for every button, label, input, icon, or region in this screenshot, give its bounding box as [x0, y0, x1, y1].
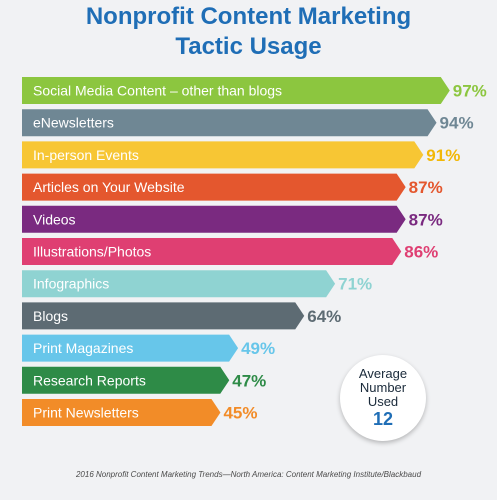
badge-value: 12: [372, 409, 394, 429]
badge-line-3: Used: [367, 394, 399, 409]
bar: [22, 270, 336, 298]
bar-row: Infographics 71%: [22, 270, 372, 298]
value-label: 91%: [426, 146, 460, 165]
value-label: 86%: [404, 243, 438, 262]
source-note: 2016 Nonprofit Content Marketing Trends—…: [75, 470, 422, 479]
bar: [22, 77, 450, 104]
category-label: Infographics: [33, 276, 109, 292]
category-label: Videos: [33, 211, 76, 227]
category-label: Blogs: [33, 308, 68, 324]
category-label: eNewsletters: [33, 115, 114, 131]
category-label: Articles on Your Website: [33, 179, 185, 195]
bar-row: eNewsletters 94%: [22, 109, 474, 137]
bar: [22, 173, 406, 201]
bar-row: Blogs 64%: [22, 302, 341, 330]
chart-title-line-2: Tactic Usage: [175, 33, 322, 60]
category-label: Social Media Content – other than blogs: [33, 83, 282, 99]
chart-title-line-1: Nonprofit Content Marketing: [85, 3, 412, 30]
bar-row: Articles on Your Website 87%: [22, 173, 443, 201]
value-label: 64%: [307, 307, 341, 326]
category-label: Research Reports: [33, 372, 146, 388]
category-label: Print Magazines: [33, 340, 133, 356]
bar-chart: Social Media Content – other than blogs 9…: [22, 77, 487, 426]
bar: [22, 399, 221, 426]
value-label: 71%: [338, 275, 372, 294]
badge-line-1: Average: [358, 366, 408, 381]
bar: [22, 109, 437, 137]
category-label: Illustrations/Photos: [33, 244, 151, 260]
value-label: 87%: [409, 210, 443, 229]
bar-row: Print Newsletters 45%: [22, 399, 257, 426]
average-badge: Average Number Used 12: [340, 355, 426, 441]
value-label: 49%: [241, 339, 275, 358]
bar: [22, 205, 406, 233]
badge-line-2: Number: [359, 380, 407, 395]
value-label: 87%: [409, 178, 443, 197]
bar-row: Research Reports 47%: [22, 366, 266, 394]
chart-title: Nonprofit Content Marketing Tactic Usage: [0, 2, 497, 62]
bar-row: Print Magazines 49%: [22, 334, 275, 362]
category-label: In-person Events: [33, 147, 139, 163]
bar-row: Social Media Content – other than blogs 9…: [22, 77, 487, 104]
bar-row: Illustrations/Photos 86%: [22, 238, 438, 265]
value-label: 94%: [440, 114, 474, 133]
bar: [22, 302, 305, 330]
value-label: 45%: [223, 404, 257, 423]
bar-row: Videos 87%: [22, 205, 443, 233]
bar: [22, 141, 424, 169]
category-label: Print Newsletters: [33, 405, 139, 421]
bar: [22, 334, 239, 362]
bar: [22, 238, 402, 265]
bar-row: In-person Events 91%: [22, 141, 460, 169]
bar: [22, 366, 230, 394]
value-label: 47%: [232, 371, 266, 390]
value-label: 97%: [453, 82, 487, 101]
